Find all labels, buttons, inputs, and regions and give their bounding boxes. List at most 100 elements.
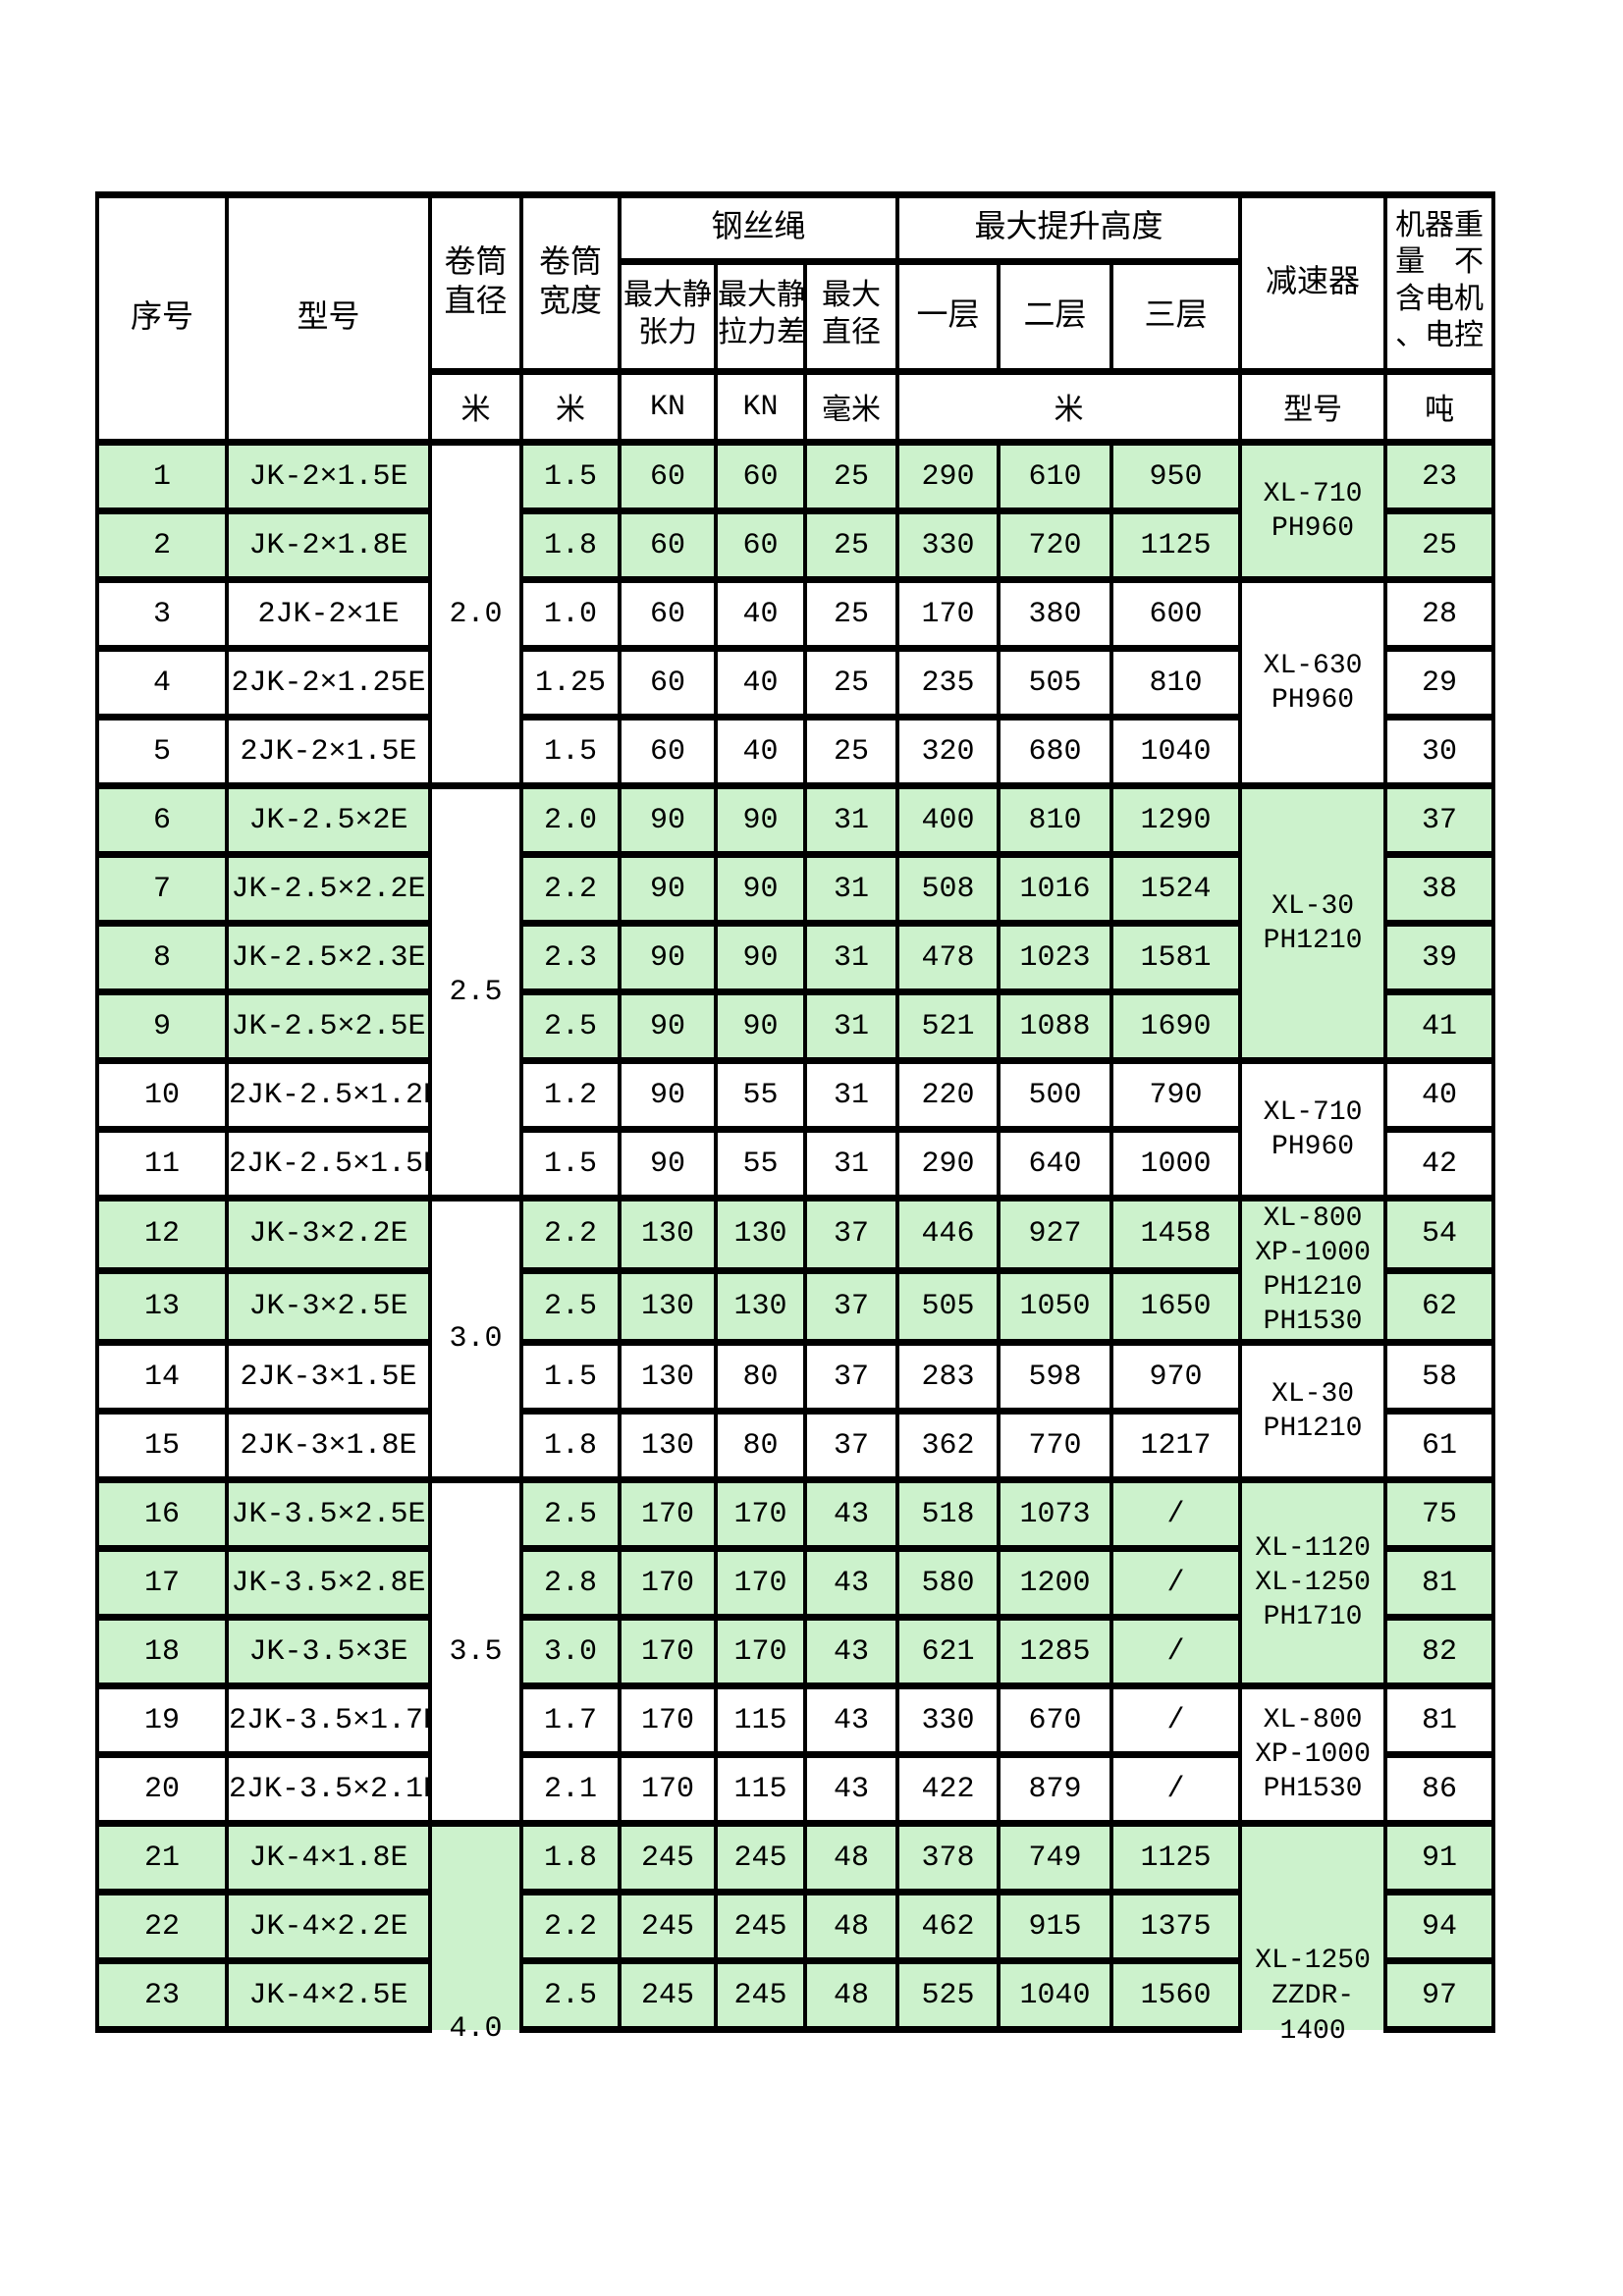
cell-rope-diameter: 31 — [802, 1057, 900, 1133]
cell-height-layer2: 505 — [997, 645, 1114, 721]
cell-height-layer3: 1581 — [1109, 920, 1243, 995]
cell-serial: 21 — [95, 1820, 229, 1896]
cell-max-tension-diff: 245 — [714, 1889, 807, 1964]
cell-max-tension-diff: 170 — [714, 1614, 807, 1689]
cell-drum-width: 1.8 — [519, 1820, 622, 1896]
cell-max-tension-diff: 55 — [714, 1126, 807, 1201]
cell-height-layer3: 1125 — [1109, 1820, 1243, 1896]
unit-drum-diameter-m: 米 — [428, 368, 523, 446]
cell-model: JK-3.5×2.5E — [225, 1476, 432, 1552]
cell-height-layer1: 235 — [895, 645, 1001, 721]
cell-rope-diameter: 37 — [802, 1266, 900, 1346]
header-machine-weight: 机器重 量 不 含电机 、电控 — [1383, 191, 1496, 375]
table-row: 17 JK-3.5×2.8E 2.8 170 170 43 580 1200/81 — [95, 1545, 1496, 1621]
cell-height-layer3: 1458 — [1109, 1195, 1243, 1274]
cell-model: 2JK-3×1.5E — [225, 1339, 432, 1415]
cell-max-tension-diff: 130 — [714, 1266, 807, 1346]
cell-drum-width: 2.0 — [519, 782, 622, 858]
cell-machine-weight: 30 — [1383, 714, 1496, 789]
cell-machine-weight: 40 — [1383, 1057, 1496, 1133]
cell-height-layer1: 422 — [895, 1751, 1001, 1827]
unit-rope-diameter-mm: 毫米 — [802, 368, 900, 446]
cell-max-static-tension: 90 — [618, 851, 718, 927]
cell-max-tension-diff: 40 — [714, 645, 807, 721]
cell-rope-diameter: 37 — [802, 1408, 900, 1483]
cell-model: JK-2.5×2.2E — [225, 851, 432, 927]
cell-machine-weight: 54 — [1383, 1195, 1496, 1274]
clipped-drum-diameter-value: 4.0 — [449, 2011, 503, 2041]
cell-max-static-tension: 130 — [618, 1266, 718, 1346]
cell-height-layer3: 970 — [1109, 1339, 1243, 1415]
cell-serial: 17 — [95, 1545, 229, 1621]
cell-drum-width: 1.2 — [519, 1057, 622, 1133]
hoist-spec-table: 序号 型号 卷筒 直径 卷筒 宽度 钢丝绳 最大提升高度 减速器 机器重 量 不… — [95, 191, 1496, 2040]
cell-serial: 6 — [95, 782, 229, 858]
cell-drum-width: 2.2 — [519, 1195, 622, 1274]
cell-height-layer1: 290 — [895, 1126, 1001, 1201]
cell-rope-diameter: 43 — [802, 1614, 900, 1689]
cell-drum-width: 1.25 — [519, 645, 622, 721]
table-row: 15 2JK-3×1.8E 1.8 130 80 37 362 770 1217 61 — [95, 1408, 1496, 1483]
cell-rope-diameter: 25 — [802, 645, 900, 721]
cell-max-static-tension: 170 — [618, 1751, 718, 1827]
cell-height-layer3: 1290 — [1109, 782, 1243, 858]
cell-model: 2JK-2.5×1.5E — [225, 1126, 441, 1201]
cell-height-layer3: 1040 — [1109, 714, 1243, 789]
cell-model: 2JK-2×1E — [225, 576, 432, 652]
cell-height-layer2: 810 — [997, 782, 1114, 858]
cell-height-layer1: 170 — [895, 576, 1001, 652]
cell-height-layer3: / — [1109, 1682, 1243, 1758]
cell-reducer-model: XL-30 PH1210 — [1238, 1339, 1388, 1483]
cell-machine-weight: 94 — [1383, 1889, 1496, 1964]
cell-max-tension-diff: 245 — [714, 1820, 807, 1896]
cell-serial: 9 — [95, 988, 229, 1064]
cell-serial: 22 — [95, 1889, 229, 1964]
cell-drum-width: 3.0 — [519, 1614, 622, 1689]
cell-rope-diameter: 25 — [802, 507, 900, 583]
cell-max-static-tension: 60 — [618, 576, 718, 652]
table-row: 23 JK-4×2.5E 2.5 245 245 48 525 1040 1560 97 — [95, 1957, 1496, 2033]
cell-serial: 18 — [95, 1614, 229, 1689]
cell-machine-weight: 86 — [1383, 1751, 1496, 1827]
cell-serial: 20 — [95, 1751, 229, 1827]
header-reducer: 减速器 — [1238, 191, 1388, 375]
cell-model: 2JK-2×1.25E — [225, 645, 432, 721]
cell-drum-width: 1.8 — [519, 1408, 622, 1483]
cell-height-layer3: 1560 — [1109, 1957, 1243, 2033]
cell-height-layer1: 400 — [895, 782, 1001, 858]
cell-height-layer3: 790 — [1109, 1057, 1243, 1133]
cell-machine-weight: 29 — [1383, 645, 1496, 721]
table-row: 3 2JK-2×1E 1.0 60 40 25 170 380 600 XL-630 PH960 2… — [95, 576, 1496, 789]
table-row: 4 2JK-2×1.25E 1.25 60 40 25 235 505 810 29 — [95, 645, 1496, 721]
cell-rope-diameter: 31 — [802, 920, 900, 995]
cell-model: JK-3.5×2.8E — [225, 1545, 432, 1621]
unit-tension-kn: KN — [618, 368, 718, 446]
header-max-rope-diameter: 最大 直径 — [802, 258, 900, 375]
cell-serial: 12 — [95, 1195, 229, 1274]
cell-serial: 7 — [95, 851, 229, 927]
cell-model: JK-3×2.5E — [225, 1266, 432, 1346]
cell-drum-diameter: 2.0 — [428, 439, 523, 789]
cell-model: JK-2×1.5E — [225, 439, 432, 514]
cell-machine-weight: 81 — [1383, 1682, 1496, 1758]
cell-serial: 11 — [95, 1126, 229, 1201]
table-row: 21 JK-4×1.8E 4.0 1.8 245 245 48 378 749 1125 XL-12… — [95, 1820, 1496, 2040]
cell-machine-weight: 38 — [1383, 851, 1496, 927]
cell-height-layer1: 580 — [895, 1545, 1001, 1621]
cell-max-static-tension: 60 — [618, 714, 718, 789]
cell-max-static-tension: 170 — [618, 1614, 718, 1689]
cell-max-static-tension: 245 — [618, 1820, 718, 1896]
cell-height-layer1: 330 — [895, 507, 1001, 583]
cell-height-layer3: / — [1109, 1751, 1243, 1827]
cell-height-layer1: 462 — [895, 1889, 1001, 1964]
header-max-static-tension: 最大静 张力 — [618, 258, 718, 375]
table-row: 6 JK-2.5×2E 2.5 2.0 90 90 31 400 810 1290 XL-30 PH… — [95, 782, 1496, 1201]
cell-max-static-tension: 170 — [618, 1682, 718, 1758]
cell-drum-width: 2.3 — [519, 920, 622, 995]
spec-table-region: 序号 型号 卷筒 直径 卷筒 宽度 钢丝绳 最大提升高度 减速器 机器重 量 不… — [95, 191, 1509, 2040]
cell-max-tension-diff: 170 — [714, 1476, 807, 1552]
cell-max-tension-diff: 55 — [714, 1057, 807, 1133]
cell-reducer-model: XL-1250 ZZDR-1400 — [1238, 1820, 1388, 2040]
cell-height-layer2: 927 — [997, 1195, 1114, 1274]
